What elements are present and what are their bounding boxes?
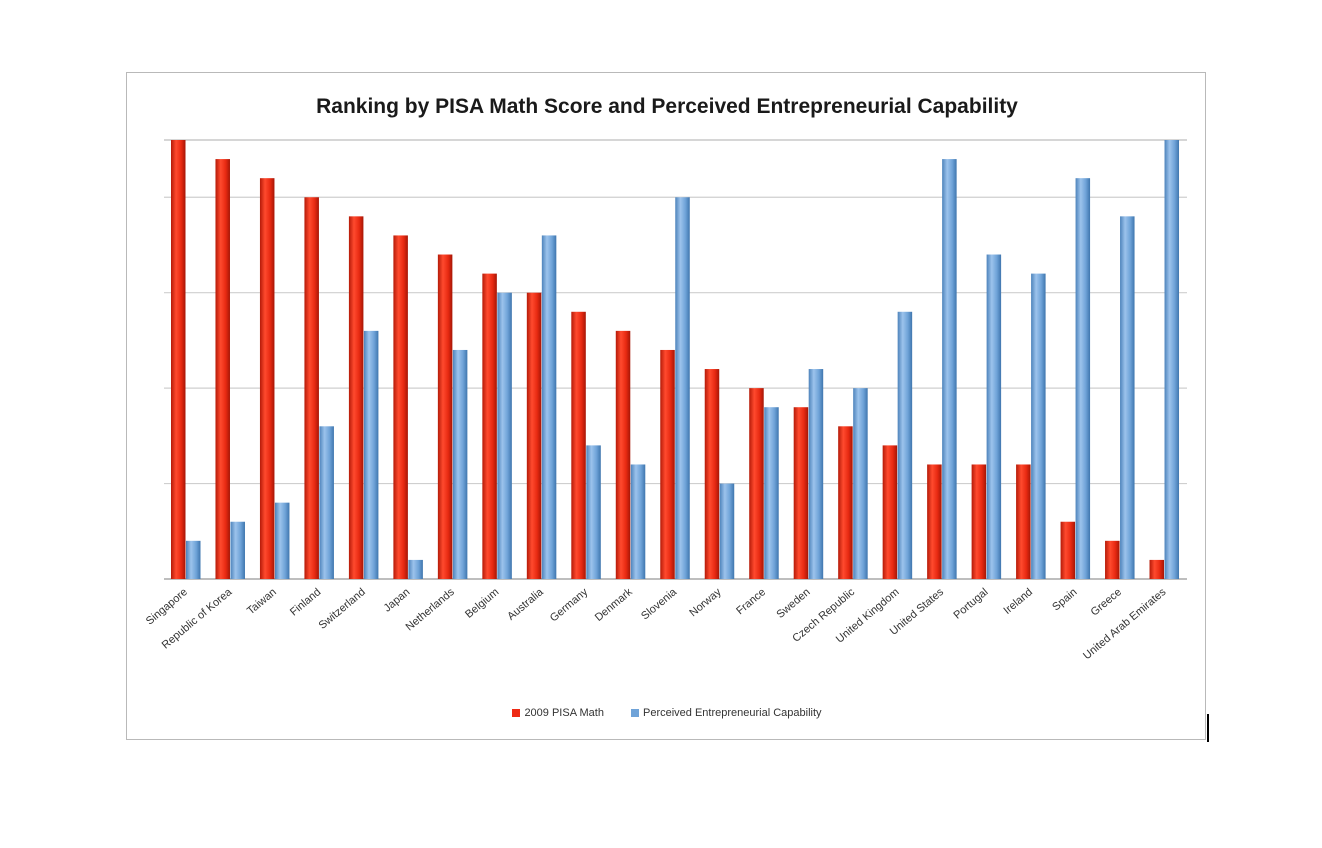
bar-pisa-math [749, 388, 764, 579]
legend-label-capability: Perceived Entrepreneurial Capability [643, 707, 822, 720]
bar-entrepreneurial-capability [497, 292, 512, 579]
legend-item-pisa: 2009 PISA Math [512, 707, 604, 719]
x-tick-label: Australia [505, 586, 546, 623]
edge-mark [1207, 714, 1209, 742]
bar-pisa-math [615, 330, 631, 579]
bar-entrepreneurial-capability [853, 388, 868, 579]
bar-pisa-math [304, 197, 319, 579]
bar-entrepreneurial-capability [1075, 178, 1091, 579]
bar-entrepreneurial-capability [363, 330, 379, 579]
legend-item-capability: Perceived Entrepreneurial Capability [631, 707, 822, 719]
x-tick-label: Slovenia [639, 586, 680, 623]
bar-pisa-math [971, 464, 987, 579]
bar-pisa-math [348, 216, 364, 579]
bar-entrepreneurial-capability [719, 483, 735, 579]
bar-pisa-math [437, 254, 453, 580]
chart-title: Ranking by PISA Math Score and Perceived… [316, 95, 1018, 118]
bar-pisa-math [793, 407, 809, 579]
bar-pisa-math [526, 292, 542, 579]
bar-entrepreneurial-capability [808, 369, 824, 579]
x-tick-label: Portugal [951, 586, 990, 622]
bar-entrepreneurial-capability [274, 502, 290, 579]
legend-swatch-capability [631, 709, 639, 718]
x-tick-label: Singapore [144, 586, 190, 627]
bar-entrepreneurial-capability [586, 445, 601, 579]
x-tick-label: Germany [548, 586, 591, 625]
bar-entrepreneurial-capability [986, 254, 1002, 580]
x-tick-label: Denmark [593, 586, 635, 624]
bar-entrepreneurial-capability [541, 235, 557, 579]
bar-pisa-math [704, 369, 720, 579]
bar-pisa-math [171, 140, 186, 579]
x-tick-label: Sweden [774, 586, 812, 621]
bar-entrepreneurial-capability [764, 407, 779, 579]
bar-entrepreneurial-capability [1164, 140, 1180, 579]
bar-pisa-math [393, 235, 408, 579]
bar-entrepreneurial-capability [408, 559, 423, 579]
bar-pisa-math [660, 349, 675, 579]
x-tick-label: Netherlands [404, 586, 458, 634]
x-tick-label: Finland [288, 586, 323, 618]
x-tick-label: United Arab Emirates [1081, 586, 1169, 662]
bar-pisa-math [482, 273, 497, 579]
bar-pisa-math [215, 159, 230, 579]
x-tick-label: Greece [1089, 586, 1124, 618]
bar-pisa-math [927, 464, 942, 579]
bar-pisa-math [571, 311, 586, 579]
x-tick-label: Spain [1050, 586, 1079, 613]
legend: 2009 PISA Math Perceived Entrepreneurial… [127, 707, 1207, 719]
bar-entrepreneurial-capability [675, 197, 690, 579]
x-tick-label: Japan [382, 586, 413, 614]
bar-entrepreneurial-capability [630, 464, 646, 579]
bar-pisa-math [882, 445, 898, 579]
bar-entrepreneurial-capability [319, 426, 334, 579]
bar-pisa-math [1060, 521, 1076, 579]
legend-label-pisa: 2009 PISA Math [524, 707, 604, 720]
bar-pisa-math [1105, 540, 1120, 579]
bar-pisa-math [259, 178, 275, 579]
x-tick-label: Taiwan [245, 586, 279, 617]
bar-entrepreneurial-capability [186, 540, 201, 579]
bar-entrepreneurial-capability [1120, 216, 1135, 579]
chart-frame: Ranking by PISA Math Score and Perceived… [126, 72, 1206, 740]
bar-entrepreneurial-capability [897, 311, 913, 579]
bar-entrepreneurial-capability [1031, 273, 1046, 579]
bar-pisa-math [1016, 464, 1031, 579]
bar-pisa-math [838, 426, 853, 579]
bar-entrepreneurial-capability [452, 349, 468, 579]
x-tick-label: France [734, 586, 768, 617]
bar-pisa-math [1149, 559, 1165, 579]
x-tick-label: Ireland [1002, 586, 1035, 617]
legend-swatch-pisa [512, 709, 521, 718]
x-tick-label: Belgium [463, 586, 501, 621]
bar-entrepreneurial-capability [230, 521, 245, 579]
bar-entrepreneurial-capability [942, 159, 957, 579]
x-tick-label: Norway [687, 586, 724, 619]
x-tick-label: Switzerland [317, 586, 368, 632]
